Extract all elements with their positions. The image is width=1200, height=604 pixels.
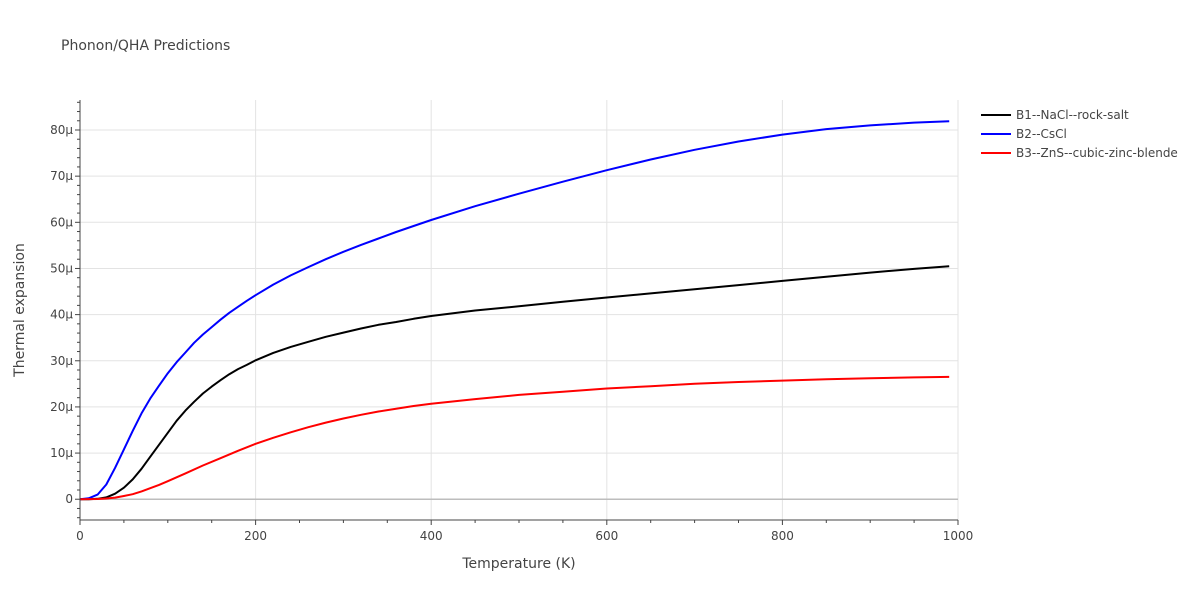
y-tick-label-40: 40μ	[50, 308, 73, 322]
y-tick-label-30: 30μ	[50, 354, 73, 368]
legend-item-2[interactable]: B2--CsCl	[981, 127, 1067, 141]
legend-label-1: B1--NaCl--rock-salt	[1016, 108, 1129, 122]
x-tick-label-0: 0	[76, 529, 84, 543]
axes: 0 200 400 600 800 1000 0 10μ 20μ 30μ 40μ 50μ 60μ 70μ 8…	[50, 100, 973, 543]
legend[interactable]: B1--NaCl--rock-salt B2--CsCl B3--ZnS--cubi…	[981, 108, 1178, 160]
series-lines	[79, 120, 950, 501]
chart-title: Phonon/QHA Predictions	[61, 38, 230, 54]
series-line-3	[79, 375, 950, 501]
legend-item-3[interactable]: B3--ZnS--cubic-zinc-blende	[981, 146, 1178, 160]
legend-label-3: B3--ZnS--cubic-zinc-blende	[1016, 146, 1178, 160]
x-axis-label: Temperature (K)	[461, 556, 575, 572]
x-tick-label-200: 200	[244, 529, 267, 543]
x-tick-label-1000: 1000	[943, 529, 974, 543]
y-tick-label-20: 20μ	[50, 400, 73, 414]
legend-label-2: B2--CsCl	[1016, 127, 1067, 141]
legend-item-1[interactable]: B1--NaCl--rock-salt	[981, 108, 1129, 122]
y-tick-label-0: 0	[65, 492, 73, 506]
series-line-1	[80, 265, 950, 501]
x-tick-label-400: 400	[420, 529, 443, 543]
x-tick-label-800: 800	[771, 529, 794, 543]
x-tick-label-600: 600	[595, 529, 618, 543]
y-tick-label-70: 70μ	[50, 169, 73, 183]
y-tick-label-60: 60μ	[50, 215, 73, 229]
series-line-2	[79, 120, 950, 501]
y-tick-label-50: 50μ	[50, 261, 73, 275]
y-tick-label-80: 80μ	[50, 123, 73, 137]
y-tick-label-10: 10μ	[50, 446, 73, 460]
y-axis-label: Thermal expansion	[12, 243, 28, 378]
